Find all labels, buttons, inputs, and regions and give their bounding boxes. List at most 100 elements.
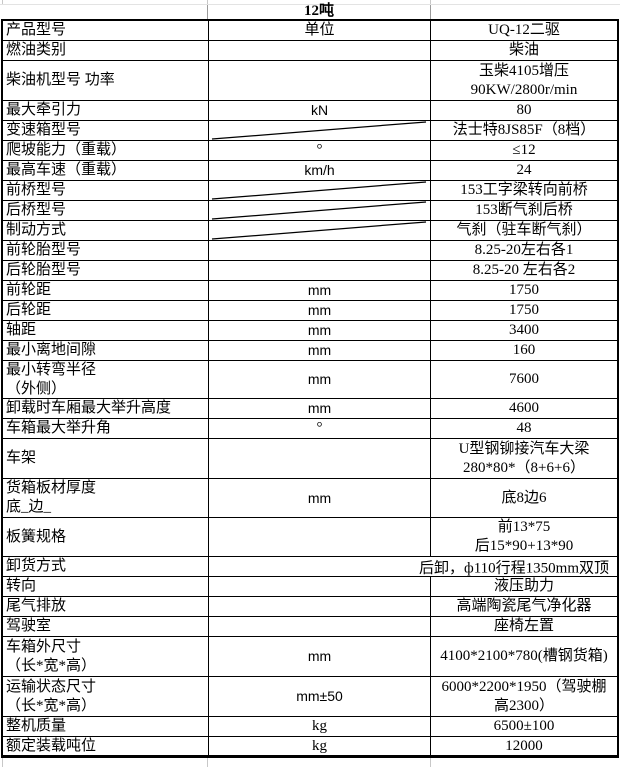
cell-label[interactable]: 前桥型号 xyxy=(3,181,209,200)
cell-unit[interactable] xyxy=(209,439,431,478)
cell-unit[interactable]: 单位 xyxy=(209,21,431,40)
cell-value[interactable]: 前13*75 后15*90+13*90 xyxy=(431,518,617,556)
cell-unit[interactable]: mm xyxy=(209,281,431,300)
cell-value[interactable]: 153工字梁转向前桥 xyxy=(431,181,617,200)
cell-unit[interactable]: kg xyxy=(209,717,431,736)
cell-value[interactable]: 6500±100 xyxy=(431,717,617,736)
label-text: 轴距 xyxy=(6,322,37,338)
cell-unit[interactable] xyxy=(209,121,431,140)
cell-value[interactable]: 4600 xyxy=(431,399,617,418)
cell-label[interactable]: 车箱外尺寸 （长*宽*高） xyxy=(3,637,209,676)
cell-value[interactable]: 座椅左置 xyxy=(431,617,617,636)
cell-value[interactable]: 4100*2100*780(槽钢货箱) xyxy=(431,637,617,676)
cell-value[interactable]: 153断气刹后桥 xyxy=(431,201,617,220)
cell-unit[interactable] xyxy=(209,597,431,616)
cell-unit[interactable]: mm xyxy=(209,399,431,418)
cell-label[interactable]: 柴油机型号 功率 xyxy=(3,61,209,100)
cell-value[interactable]: 玉柴4105增压 90KW/2800r/min xyxy=(431,61,617,100)
cell-label[interactable]: 车架 xyxy=(3,439,209,478)
cell-unit[interactable]: ° xyxy=(209,141,431,160)
sheet-title-cell[interactable]: 12吨 xyxy=(303,3,334,19)
cell-label[interactable]: 最小离地间隙 xyxy=(3,341,209,360)
cell-label[interactable]: 运输状态尺寸 （长*宽*高） xyxy=(3,677,209,716)
cell-label[interactable]: 轴距 xyxy=(3,321,209,340)
gridline-vertical xyxy=(207,0,208,4)
table-row: 燃油类别 柴油 xyxy=(3,41,617,61)
cell-label[interactable]: 板簧规格 xyxy=(3,518,209,556)
cell-value[interactable]: 法士特8JS85F（8档） xyxy=(431,121,617,140)
cell-label[interactable]: 制动方式 xyxy=(3,221,209,240)
table-row: 转向 液压助力 xyxy=(3,577,617,597)
cell-unit[interactable] xyxy=(209,261,431,280)
label-text: 底_边_ xyxy=(6,499,52,515)
cell-value[interactable]: 24 xyxy=(431,161,617,180)
cell-value[interactable]: 3400 xyxy=(431,321,617,340)
cell-label[interactable]: 额定装载吨位 xyxy=(3,737,209,755)
cell-label[interactable]: 后轮胎型号 xyxy=(3,261,209,280)
cell-unit[interactable]: mm xyxy=(209,301,431,320)
cell-value[interactable]: U型钢铆接汽车大梁 280*80*（8+6+6） xyxy=(431,439,617,478)
cell-value[interactable]: 8.25-20 左右各2 xyxy=(431,261,617,280)
cell-unit[interactable]: mm xyxy=(209,637,431,676)
cell-unit[interactable] xyxy=(209,221,431,240)
cell-label[interactable]: 产品型号 xyxy=(3,21,209,40)
cell-label[interactable]: 变速箱型号 xyxy=(3,121,209,140)
value-text: 153断气刹后桥 xyxy=(475,202,573,218)
cell-label[interactable]: 车箱最大举升角 xyxy=(3,419,209,438)
cell-label[interactable]: 转向 xyxy=(3,577,209,596)
cell-value[interactable]: UQ-12二驱 xyxy=(431,21,617,40)
cell-unit[interactable] xyxy=(209,577,431,596)
cell-value[interactable]: 6000*2200*1950（驾驶棚 高2300） xyxy=(431,677,617,716)
cell-unit[interactable] xyxy=(209,617,431,636)
value-text: 座椅左置 xyxy=(493,618,554,634)
cell-label[interactable]: 爬坡能力（重载） xyxy=(3,141,209,160)
cell-label[interactable]: 后桥型号 xyxy=(3,201,209,220)
cell-label[interactable]: 货箱板材厚度 底_边_ xyxy=(3,479,209,517)
cell-value[interactable]: 80 xyxy=(431,101,617,120)
cell-unit[interactable]: mm±50 xyxy=(209,677,431,716)
cell-value[interactable]: 底8边6 xyxy=(431,479,617,517)
cell-unit[interactable]: mm xyxy=(209,341,431,360)
cell-value[interactable]: 液压助力 xyxy=(431,577,617,596)
cell-label[interactable]: 后轮距 xyxy=(3,301,209,320)
cell-label[interactable]: 驾驶室 xyxy=(3,617,209,636)
cell-label[interactable]: 最小转弯半径 （外侧） xyxy=(3,361,209,398)
cell-unit[interactable]: mm xyxy=(209,479,431,517)
cell-value[interactable]: 8.25-20左右各1 xyxy=(431,241,617,260)
cell-unit[interactable] xyxy=(209,241,431,260)
cell-label[interactable]: 卸货方式 xyxy=(3,557,209,576)
cell-unit[interactable]: km/h xyxy=(209,161,431,180)
cell-unit[interactable] xyxy=(209,181,431,200)
cell-label[interactable]: 前轮距 xyxy=(3,281,209,300)
cell-value[interactable]: 160 xyxy=(431,341,617,360)
cell-value[interactable]: 气刹（驻车断气刹） xyxy=(431,221,617,240)
cell-value[interactable]: 48 xyxy=(431,419,617,438)
cell-label[interactable]: 整机质量 xyxy=(3,717,209,736)
cell-label[interactable]: 卸载时车厢最大举升高度 xyxy=(3,399,209,418)
table-row: 货箱板材厚度 底_边_ mm 底8边6 xyxy=(3,479,617,518)
cell-label[interactable]: 尾气排放 xyxy=(3,597,209,616)
cell-value[interactable]: 高端陶瓷尾气净化器 xyxy=(431,597,617,616)
cell-label[interactable]: 燃油类别 xyxy=(3,41,209,60)
cell-value-overflow[interactable]: 后卸，ф110行程1350mm双顶 xyxy=(209,557,617,576)
cell-unit[interactable]: kg xyxy=(209,737,431,755)
cell-unit[interactable]: ° xyxy=(209,419,431,438)
cell-unit[interactable] xyxy=(209,518,431,556)
cell-label[interactable]: 前轮胎型号 xyxy=(3,241,209,260)
unit-text: mm xyxy=(307,648,332,664)
cell-value[interactable]: 1750 xyxy=(431,301,617,320)
cell-value[interactable]: 1750 xyxy=(431,281,617,300)
cell-unit[interactable] xyxy=(209,41,431,60)
cell-value[interactable]: 柴油 xyxy=(431,41,617,60)
cell-unit[interactable]: mm xyxy=(209,361,431,398)
cell-unit[interactable] xyxy=(209,61,431,100)
cell-value[interactable]: ≤12 xyxy=(431,141,617,160)
cell-label[interactable]: 最大牵引力 xyxy=(3,101,209,120)
cell-value[interactable]: 7600 xyxy=(431,361,617,398)
label-text: 爬坡能力（重载） xyxy=(6,142,127,158)
cell-value[interactable]: 12000 xyxy=(431,737,617,755)
cell-unit[interactable] xyxy=(209,201,431,220)
cell-unit[interactable]: kN xyxy=(209,101,431,120)
cell-label[interactable]: 最高车速（重载） xyxy=(3,161,209,180)
cell-unit[interactable]: mm xyxy=(209,321,431,340)
